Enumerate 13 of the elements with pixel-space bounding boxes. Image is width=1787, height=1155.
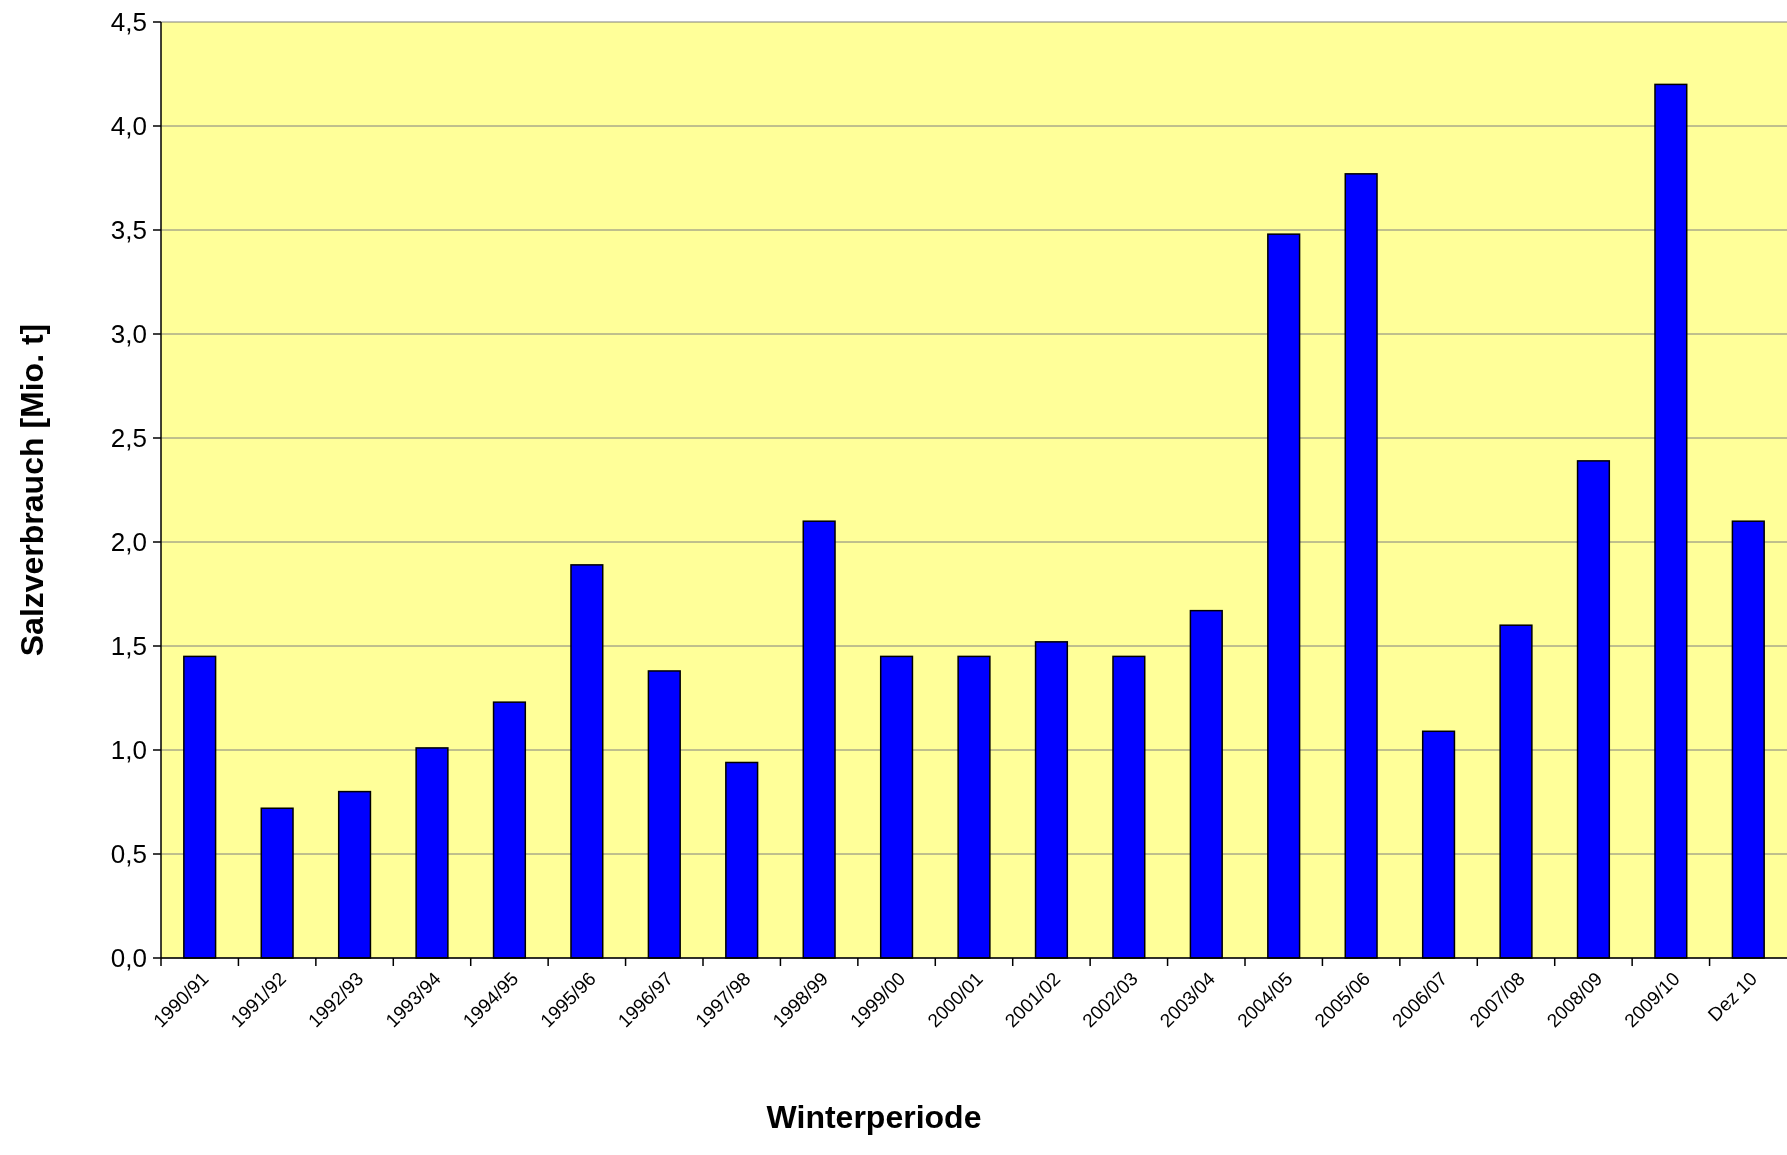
y-tick-label: 3,5 [110,215,147,246]
y-axis-title: Salzverbrauch [Mio. t] [14,323,50,657]
y-tick-label: 4,5 [110,7,147,38]
x-axis-title: Winterperiode [766,1099,982,1135]
y-tick-label: 2,0 [110,527,147,558]
y-tick-label: 0,0 [110,943,147,974]
y-tick-label: 2,5 [110,423,147,454]
y-tick-label: 0,5 [110,839,147,870]
y-tick-label: 1,5 [110,631,147,662]
y-tick-label: 3,0 [110,319,147,350]
x-tick-label: Dez 10 [1703,967,1762,1026]
y-tick-label: 4,0 [110,111,147,142]
y-tick-label: 1,0 [110,735,147,766]
